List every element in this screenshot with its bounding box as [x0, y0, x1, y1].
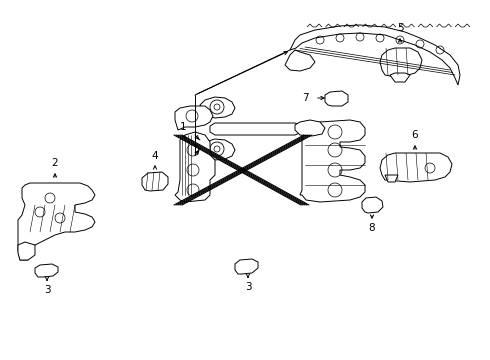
Polygon shape — [210, 123, 302, 135]
Polygon shape — [385, 175, 398, 182]
Text: 2: 2 — [51, 158, 58, 168]
Polygon shape — [235, 259, 258, 274]
Polygon shape — [18, 183, 95, 260]
Polygon shape — [200, 97, 235, 118]
Polygon shape — [295, 120, 325, 136]
Text: 7: 7 — [302, 93, 308, 103]
Polygon shape — [175, 132, 215, 202]
Polygon shape — [142, 172, 168, 191]
Polygon shape — [35, 264, 58, 277]
Text: 3: 3 — [245, 282, 251, 292]
Polygon shape — [380, 153, 452, 182]
Text: 8: 8 — [368, 223, 375, 233]
Polygon shape — [300, 120, 365, 202]
Polygon shape — [175, 106, 213, 130]
Text: 5: 5 — [397, 23, 403, 33]
Polygon shape — [200, 139, 235, 160]
Polygon shape — [380, 48, 422, 77]
Polygon shape — [285, 50, 315, 71]
Text: 1: 1 — [180, 122, 186, 132]
Polygon shape — [18, 242, 35, 260]
Text: 4: 4 — [152, 151, 158, 161]
Polygon shape — [325, 91, 348, 106]
Polygon shape — [290, 25, 460, 85]
Polygon shape — [390, 73, 410, 82]
Text: 6: 6 — [412, 130, 418, 140]
Text: 3: 3 — [44, 285, 50, 295]
Polygon shape — [362, 197, 383, 213]
